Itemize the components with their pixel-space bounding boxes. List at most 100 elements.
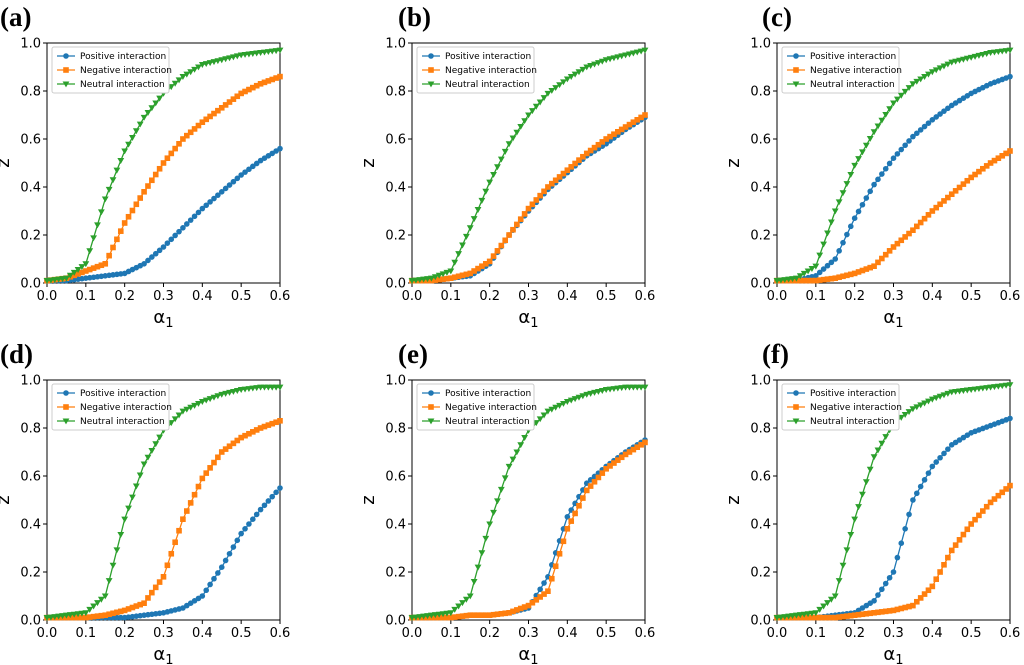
data-point [276, 47, 284, 54]
data-point [902, 526, 908, 532]
data-point [470, 579, 478, 585]
data-point [171, 80, 179, 87]
data-point [82, 610, 90, 617]
data-point [90, 603, 97, 610]
data-point [995, 492, 1002, 499]
data-point [129, 604, 136, 611]
legend-marker [63, 390, 69, 396]
data-point [591, 144, 598, 151]
data-point [117, 614, 124, 621]
data-point [230, 178, 237, 185]
data-point [863, 195, 870, 201]
y-tick-label: 0.2 [750, 566, 771, 581]
data-point [191, 491, 198, 498]
data-point [215, 570, 221, 576]
data-point [894, 606, 901, 613]
data-point [537, 192, 543, 199]
data-point [917, 219, 924, 226]
data-point [894, 151, 901, 157]
data-point [498, 610, 505, 617]
x-tick-label: 0.2 [114, 289, 135, 304]
legend-label: Positive interaction [810, 52, 896, 62]
data-point [199, 475, 206, 482]
data-point [828, 614, 835, 621]
data-point [277, 418, 283, 424]
data-point [455, 613, 462, 620]
y-tick-label: 1.0 [20, 374, 41, 389]
data-point [844, 231, 850, 238]
data-point [175, 77, 183, 84]
data-point [238, 434, 244, 441]
data-point [929, 208, 936, 214]
data-point [541, 580, 547, 586]
data-point [494, 498, 501, 505]
x-tick-label: 0.0 [767, 626, 788, 641]
x-tick-label: 0.1 [75, 626, 96, 641]
data-point [933, 204, 940, 211]
x-tick-label: 0.4 [192, 626, 213, 641]
data-point [809, 277, 815, 284]
data-point [261, 79, 268, 86]
data-point [941, 450, 947, 457]
data-point [952, 188, 959, 194]
data-point [587, 483, 594, 489]
data-point [498, 242, 505, 249]
data-point [443, 269, 451, 276]
data-point [455, 273, 462, 280]
data-point [634, 117, 641, 123]
data-point [521, 604, 528, 610]
data-point [960, 181, 967, 187]
data-point [94, 222, 101, 229]
data-point [86, 266, 93, 273]
data-point [214, 393, 222, 400]
legend-marker [63, 53, 69, 59]
data-point [579, 66, 587, 73]
data-point [70, 269, 78, 276]
y-tick-label: 0.4 [750, 181, 771, 196]
y-tick-label: 0.8 [20, 85, 41, 100]
data-point [517, 442, 525, 449]
data-point [109, 177, 117, 184]
data-point [125, 606, 132, 612]
y-tick-label: 0.6 [385, 133, 406, 148]
data-point [129, 494, 136, 501]
data-point [948, 59, 956, 66]
data-point [203, 202, 210, 209]
data-point [144, 110, 152, 116]
legend: Positive interaction Negative interaction… [51, 46, 172, 94]
data-point [813, 614, 819, 621]
data-point [840, 273, 846, 280]
series-markers-2 [44, 73, 283, 284]
data-point [132, 483, 140, 490]
data-point [444, 614, 450, 621]
panel-c: (c) 0.0 0.1 0.2 0.3 0.4 0.5 0.6 0.0 0.2 0.4 0.6 0.8 1… [723, 2, 1020, 331]
data-point [482, 612, 489, 618]
data-point [184, 221, 190, 227]
data-point [816, 614, 823, 621]
data-point [820, 614, 827, 621]
x-tick-label: 0.2 [844, 626, 865, 641]
data-point [167, 84, 175, 91]
data-point [474, 207, 482, 213]
data-point [941, 562, 947, 568]
data-point [940, 392, 948, 399]
data-point [105, 186, 113, 193]
data-point [211, 459, 217, 466]
data-point [626, 51, 633, 58]
panel-label: (d) [0, 339, 33, 369]
data-point [890, 607, 897, 614]
data-point [914, 223, 920, 230]
data-point [572, 160, 578, 167]
legend-box [51, 46, 170, 94]
data-point [813, 273, 819, 279]
panel-f: (f) 0.0 0.1 0.2 0.3 0.4 0.5 0.6 0.0 0.2 0.4 0.6 0.8 1… [723, 339, 1020, 665]
data-point [525, 112, 532, 119]
data-point [929, 117, 936, 123]
data-point [952, 542, 959, 548]
y-tick-label: 0.6 [750, 470, 771, 485]
data-point [117, 228, 124, 234]
data-point [168, 236, 175, 243]
data-point [898, 146, 905, 153]
data-point [448, 614, 454, 621]
data-point [238, 530, 244, 537]
